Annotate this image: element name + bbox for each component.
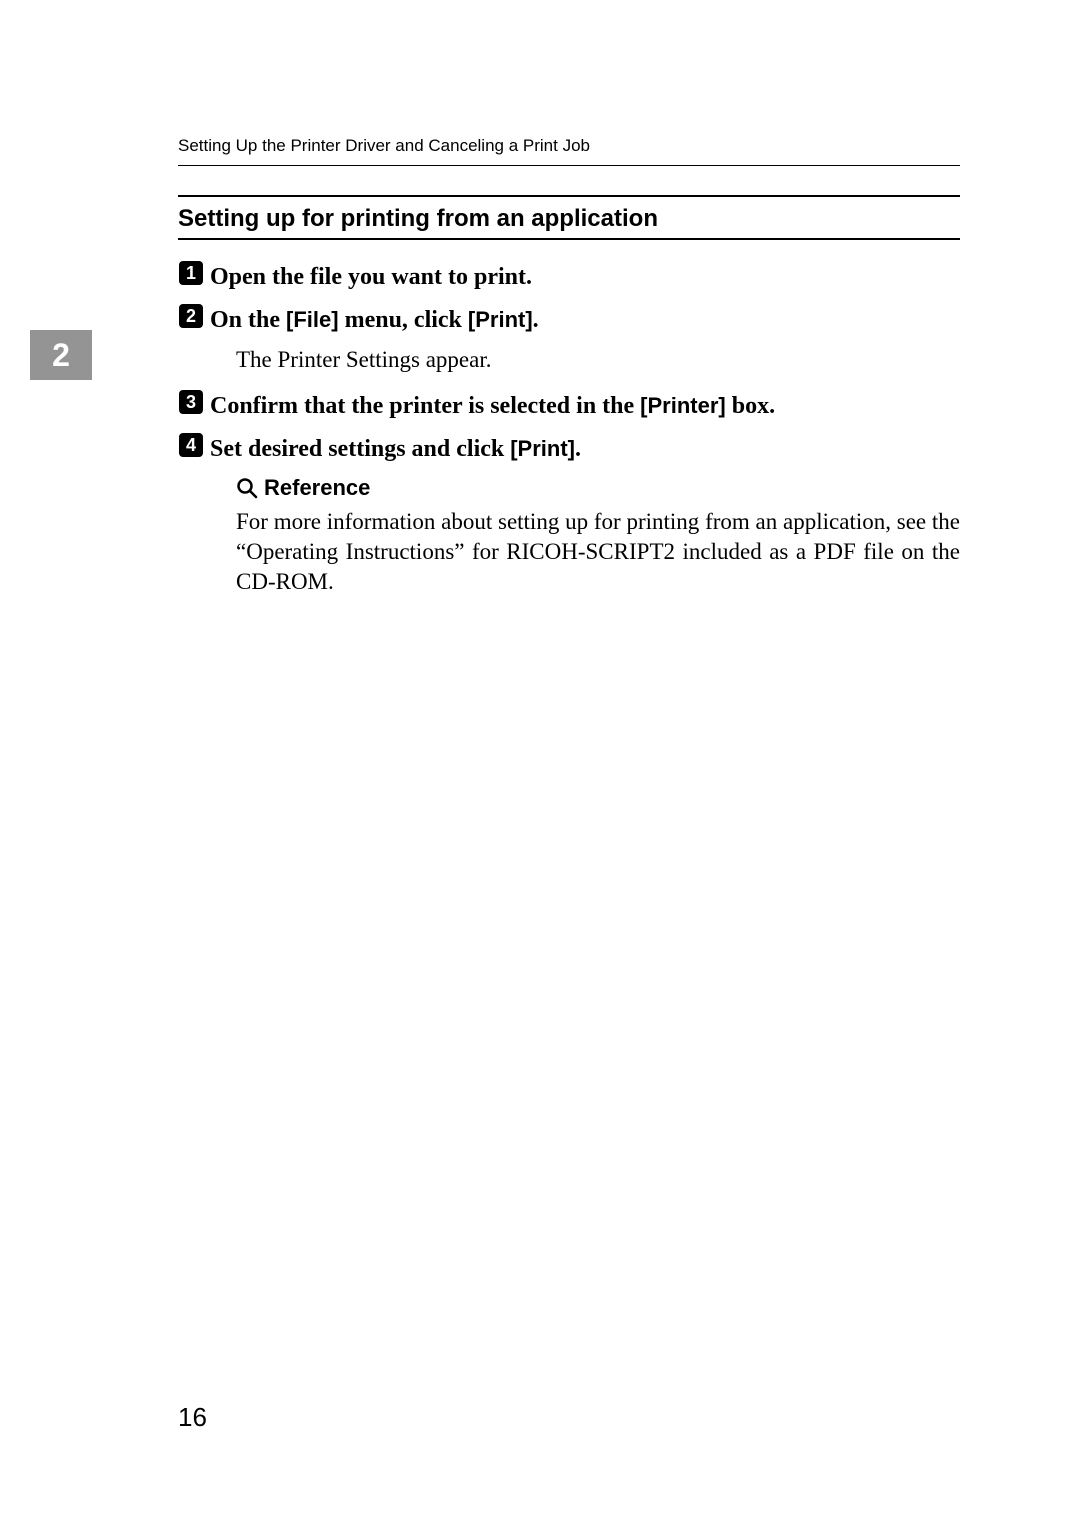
reference-heading: Reference [236, 475, 960, 501]
step-3: 3 Confirm that the printer is selected i… [178, 387, 960, 422]
chapter-tab-number: 2 [52, 337, 70, 374]
chapter-tab: 2 [30, 330, 92, 380]
ui-file-label: [File] [286, 307, 339, 332]
step-marker-icon: 4 [178, 432, 206, 460]
section-title: Setting up for printing from an applicat… [178, 205, 658, 233]
ui-print-label: [Print] [510, 436, 575, 461]
svg-text:4: 4 [186, 435, 196, 455]
step-2-text: On the [File] menu, click [Print]. [206, 304, 539, 336]
ui-print-label: [Print] [468, 307, 533, 332]
step-marker-icon: 3 [178, 389, 206, 417]
reference-heading-text: Reference [264, 475, 370, 501]
reference-icon [236, 477, 258, 499]
step-3-text: Confirm that the printer is selected in … [206, 390, 775, 422]
text-fragment: box. [726, 393, 775, 419]
text-fragment: Set desired settings and click [210, 436, 510, 462]
step-marker-icon: 2 [178, 303, 206, 331]
step-1-text: Open the file you want to print. [206, 261, 532, 293]
content-area: 1 Open the file you want to print. 2 On … [178, 258, 960, 597]
section-rule-bottom [178, 238, 960, 240]
text-fragment: menu, click [339, 307, 468, 333]
header-rule [178, 165, 960, 166]
text-fragment: . [575, 436, 581, 462]
step-1: 1 Open the file you want to print. [178, 258, 960, 293]
text-fragment: On the [210, 307, 286, 333]
page-number: 16 [178, 1402, 207, 1433]
ui-printer-label: [Printer] [640, 393, 726, 418]
svg-text:3: 3 [186, 392, 196, 412]
text-fragment: Confirm that the printer is selected in … [210, 393, 640, 419]
step-2: 2 On the [File] menu, click [Print]. [178, 301, 960, 336]
step-2-body: The Printer Settings appear. [236, 345, 960, 375]
step-4: 4 Set desired settings and click [Print]… [178, 430, 960, 465]
step-4-text: Set desired settings and click [Print]. [206, 433, 581, 465]
reference-body: For more information about setting up fo… [236, 507, 960, 597]
text-fragment: . [533, 307, 539, 333]
reference-block: Reference For more information about set… [236, 475, 960, 597]
step-marker-icon: 1 [178, 260, 206, 288]
svg-text:1: 1 [186, 263, 196, 283]
svg-text:2: 2 [186, 306, 196, 326]
section-rule-top [178, 195, 960, 197]
running-header: Setting Up the Printer Driver and Cancel… [178, 136, 590, 156]
